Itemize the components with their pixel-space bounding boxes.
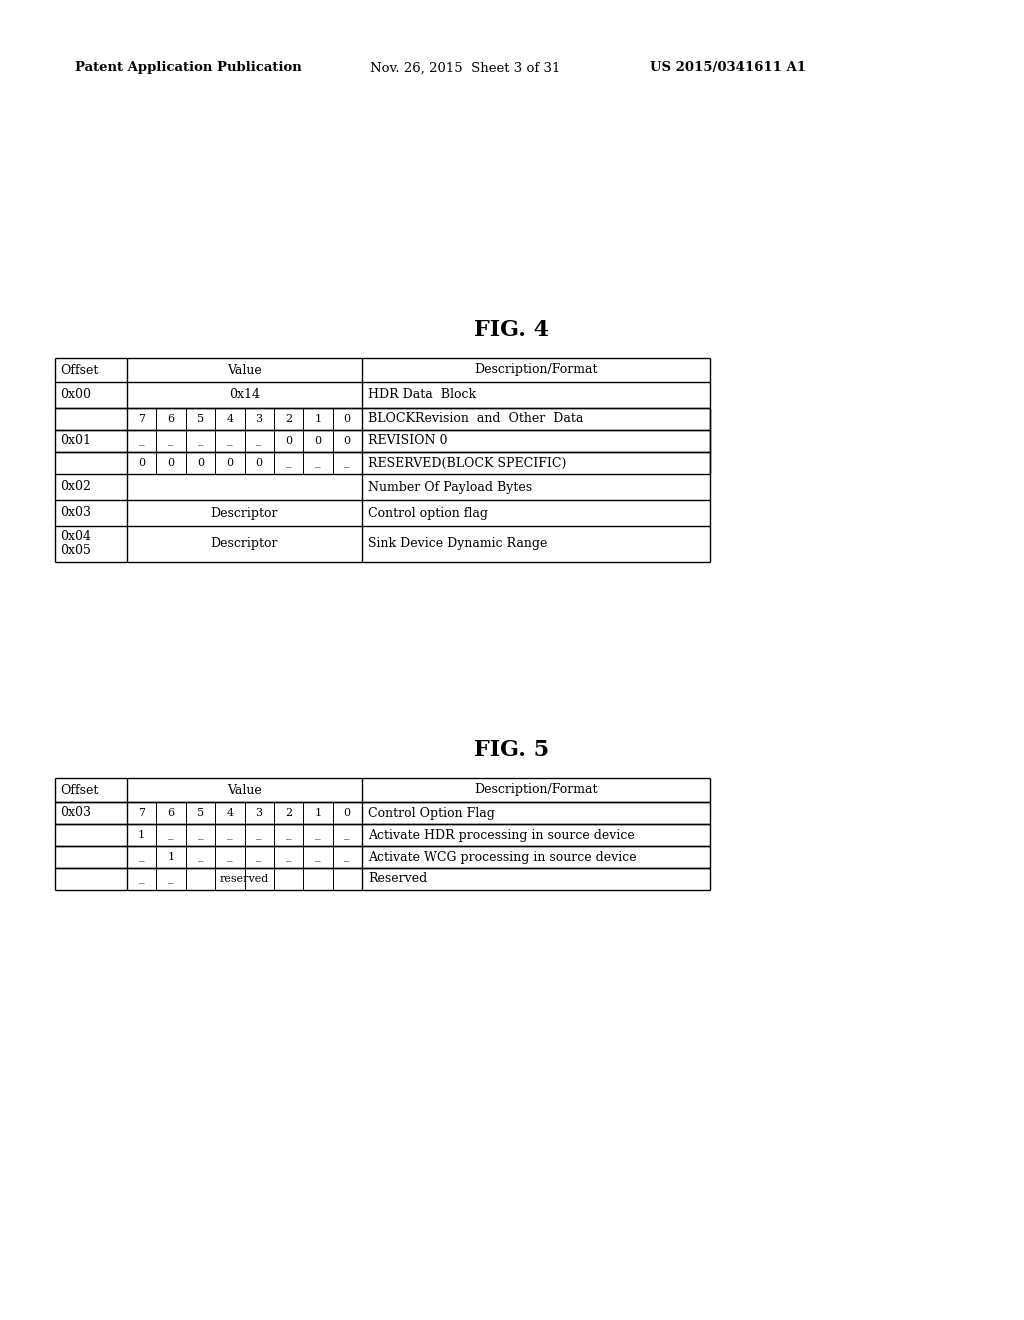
Text: Sink Device Dynamic Range: Sink Device Dynamic Range xyxy=(368,537,548,550)
Text: _: _ xyxy=(227,436,232,446)
Text: FIG. 5: FIG. 5 xyxy=(474,739,550,762)
Text: Offset: Offset xyxy=(60,784,98,796)
Text: 0x03: 0x03 xyxy=(60,807,91,820)
Text: 6: 6 xyxy=(168,808,175,818)
Text: 0x04: 0x04 xyxy=(60,531,91,544)
Text: 0x14: 0x14 xyxy=(229,388,260,401)
Text: 2: 2 xyxy=(285,414,292,424)
Text: _: _ xyxy=(256,830,262,840)
Text: _: _ xyxy=(168,830,174,840)
Text: 7: 7 xyxy=(138,808,145,818)
Text: 1: 1 xyxy=(314,808,322,818)
Text: 0x05: 0x05 xyxy=(60,544,91,557)
Text: 0: 0 xyxy=(344,808,351,818)
Text: Descriptor: Descriptor xyxy=(211,537,279,550)
Text: _: _ xyxy=(315,830,321,840)
Text: 1: 1 xyxy=(168,851,175,862)
Text: 0: 0 xyxy=(314,436,322,446)
Text: 0x00: 0x00 xyxy=(60,388,91,401)
Text: _: _ xyxy=(198,436,203,446)
Text: _: _ xyxy=(344,458,350,469)
Text: 0x02: 0x02 xyxy=(60,480,91,494)
Text: _: _ xyxy=(168,874,174,884)
Text: 4: 4 xyxy=(226,414,233,424)
Text: BLOCKRevision  and  Other  Data: BLOCKRevision and Other Data xyxy=(368,412,584,425)
Text: FIG. 4: FIG. 4 xyxy=(474,319,550,341)
Text: Control option flag: Control option flag xyxy=(368,507,488,520)
Text: _: _ xyxy=(344,851,350,862)
Text: _: _ xyxy=(344,830,350,840)
Text: _: _ xyxy=(256,436,262,446)
Text: 0: 0 xyxy=(256,458,263,469)
Text: Description/Format: Description/Format xyxy=(474,784,598,796)
Text: 0: 0 xyxy=(197,458,204,469)
Text: 0: 0 xyxy=(138,458,145,469)
Text: _: _ xyxy=(286,851,292,862)
Text: Offset: Offset xyxy=(60,363,98,376)
Text: _: _ xyxy=(168,436,174,446)
Text: 4: 4 xyxy=(226,808,233,818)
Text: reserved: reserved xyxy=(220,874,269,884)
Text: _: _ xyxy=(286,458,292,469)
Text: 6: 6 xyxy=(168,414,175,424)
Text: 0: 0 xyxy=(168,458,175,469)
Text: 3: 3 xyxy=(256,414,263,424)
Text: _: _ xyxy=(139,874,144,884)
Text: Nov. 26, 2015  Sheet 3 of 31: Nov. 26, 2015 Sheet 3 of 31 xyxy=(370,62,560,74)
Text: _: _ xyxy=(139,436,144,446)
Text: Patent Application Publication: Patent Application Publication xyxy=(75,62,302,74)
Text: _: _ xyxy=(198,830,203,840)
Text: 0x03: 0x03 xyxy=(60,507,91,520)
Text: 0: 0 xyxy=(344,436,351,446)
Text: Descriptor: Descriptor xyxy=(211,507,279,520)
Text: HDR Data  Block: HDR Data Block xyxy=(368,388,476,401)
Text: 2: 2 xyxy=(285,808,292,818)
Text: 7: 7 xyxy=(138,414,145,424)
Text: 0: 0 xyxy=(344,414,351,424)
Text: _: _ xyxy=(139,851,144,862)
Text: _: _ xyxy=(227,830,232,840)
Text: _: _ xyxy=(256,851,262,862)
Text: 3: 3 xyxy=(256,808,263,818)
Text: Reserved: Reserved xyxy=(368,873,427,886)
Text: US 2015/0341611 A1: US 2015/0341611 A1 xyxy=(650,62,806,74)
Text: Activate WCG processing in source device: Activate WCG processing in source device xyxy=(368,850,637,863)
Text: RESERVED(BLOCK SPECIFIC): RESERVED(BLOCK SPECIFIC) xyxy=(368,457,566,470)
Text: 0x01: 0x01 xyxy=(60,434,91,447)
Text: 5: 5 xyxy=(197,414,204,424)
Text: 5: 5 xyxy=(197,808,204,818)
Text: Value: Value xyxy=(227,363,262,376)
Text: _: _ xyxy=(198,851,203,862)
Text: Activate HDR processing in source device: Activate HDR processing in source device xyxy=(368,829,635,842)
Text: _: _ xyxy=(315,458,321,469)
Text: Value: Value xyxy=(227,784,262,796)
Text: Description/Format: Description/Format xyxy=(474,363,598,376)
Text: REVISION 0: REVISION 0 xyxy=(368,434,447,447)
Text: 0: 0 xyxy=(285,436,292,446)
Text: 1: 1 xyxy=(314,414,322,424)
Text: _: _ xyxy=(315,851,321,862)
Text: 0: 0 xyxy=(226,458,233,469)
Text: 1: 1 xyxy=(138,830,145,840)
Text: _: _ xyxy=(286,830,292,840)
Text: _: _ xyxy=(227,851,232,862)
Text: Number Of Payload Bytes: Number Of Payload Bytes xyxy=(368,480,532,494)
Text: Control Option Flag: Control Option Flag xyxy=(368,807,495,820)
